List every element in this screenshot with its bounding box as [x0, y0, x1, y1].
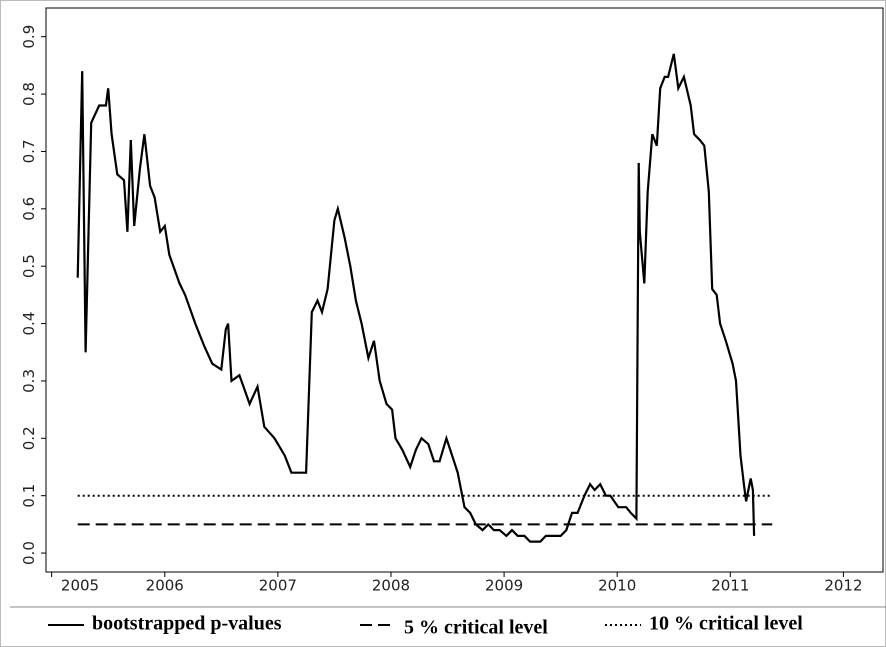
legend-label: bootstrapped p-values: [92, 613, 282, 635]
x-tick-label: 2007: [259, 577, 297, 595]
y-tick-label: 0.5: [20, 254, 38, 278]
legend-label: 5 % critical level: [404, 617, 548, 639]
x-tick-label: 2010: [598, 577, 636, 595]
y-tick-label: 0.1: [20, 484, 38, 508]
y-tick-label: 0.4: [20, 312, 38, 336]
x-tick-label: 2009: [485, 577, 523, 595]
y-tick-label: 0.6: [20, 197, 38, 221]
y-tick-label: 0.3: [20, 369, 38, 393]
legend-label: 10 % critical level: [649, 613, 803, 635]
y-tick-label: 0.2: [20, 426, 38, 450]
x-tick-label: 2006: [146, 577, 184, 595]
y-tick-label: 0.8: [20, 82, 38, 106]
y-tick-label: 0.0: [20, 541, 38, 565]
x-tick-label: 2011: [711, 577, 749, 595]
series-line: [76, 53, 756, 543]
y-tick-label: 0.7: [20, 140, 38, 164]
x-tick-label: 2012: [824, 577, 862, 595]
x-tick-label: 2008: [372, 577, 410, 595]
y-tick-label: 0.9: [20, 25, 38, 49]
x-tick-label: 2005: [61, 577, 99, 595]
plot-area: [45, 7, 884, 573]
